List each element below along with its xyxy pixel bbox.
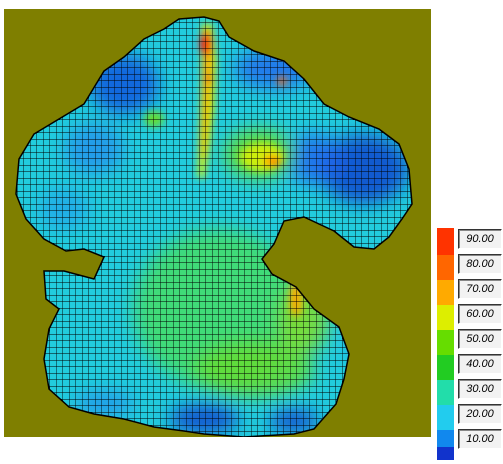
legend-label-90: 90.00 bbox=[458, 229, 502, 249]
map-outline bbox=[15, 16, 413, 437]
legend-swatch-60 bbox=[437, 305, 454, 330]
legend-swatch-50 bbox=[437, 330, 454, 355]
legend-swatch-20 bbox=[437, 405, 454, 430]
legend-label-30: 30.00 bbox=[458, 379, 502, 399]
legend-label-60: 60.00 bbox=[458, 304, 502, 324]
legend-swatch-10 bbox=[437, 430, 454, 447]
legend-swatch-70 bbox=[437, 280, 454, 305]
mesh-grid bbox=[16, 17, 412, 437]
legend-swatch-40 bbox=[437, 355, 454, 380]
color-legend: 90.00 80.00 70.00 60.00 50.00 40.00 30.0… bbox=[431, 213, 503, 464]
legend-label-80: 80.00 bbox=[458, 254, 502, 274]
legend-swatch-90 bbox=[437, 228, 454, 255]
legend-swatch-lowest bbox=[437, 447, 454, 460]
legend-swatch-80 bbox=[437, 255, 454, 280]
legend-label-70: 70.00 bbox=[458, 279, 502, 299]
legend-label-20: 20.00 bbox=[458, 404, 502, 424]
legend-label-50: 50.00 bbox=[458, 329, 502, 349]
legend-label-10: 10.00 bbox=[458, 429, 502, 449]
legend-swatch-30 bbox=[437, 380, 454, 405]
map-canvas[interactable] bbox=[4, 9, 431, 437]
map-shape bbox=[16, 17, 412, 437]
legend-label-40: 40.00 bbox=[458, 354, 502, 374]
contour-map bbox=[15, 16, 413, 437]
